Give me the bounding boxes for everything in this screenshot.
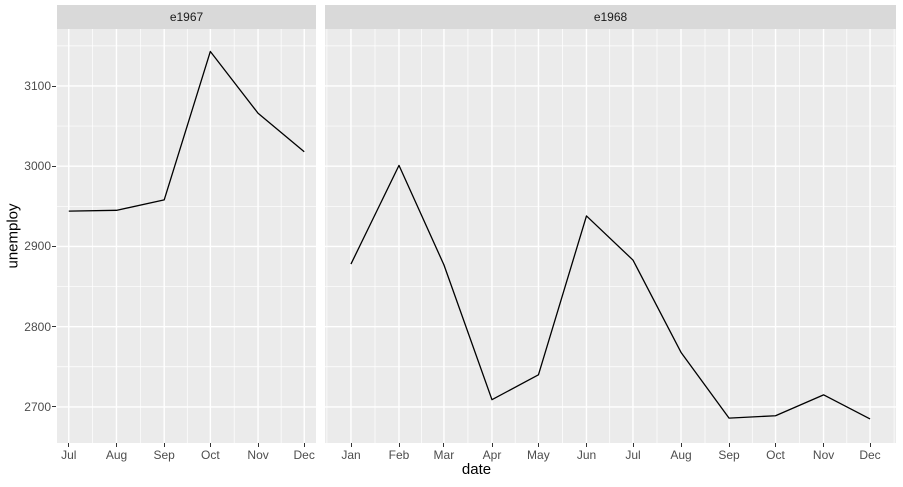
x-tick-label: Oct — [201, 448, 220, 462]
x-tick-mark — [537, 443, 539, 447]
facet-strip-e1967: e1967 — [57, 5, 316, 29]
x-tick-label: Nov — [812, 448, 835, 462]
x-tick-mark — [680, 443, 682, 447]
y-tick-mark — [52, 406, 56, 408]
x-tick-mark — [775, 443, 776, 447]
x-tick-mark — [350, 443, 352, 447]
x-tick-label: Oct — [766, 448, 785, 462]
x-tick-label: May — [527, 448, 550, 462]
line-series — [68, 50, 305, 212]
x-tick-mark — [443, 443, 445, 447]
x-tick-label: Feb — [388, 448, 410, 462]
facet-strip-label: e1968 — [593, 10, 628, 24]
y-axis-title: unemploy — [4, 203, 22, 269]
y-tick-label: 2700 — [24, 399, 51, 414]
x-tick-mark — [209, 443, 211, 447]
y-tick-label: 3000 — [24, 159, 51, 174]
x-tick-label: Jan — [341, 448, 361, 462]
facet-strip-label: e1967 — [169, 10, 204, 24]
x-tick-label: Jul — [625, 448, 641, 462]
x-tick-mark — [68, 443, 70, 447]
x-tick-label: Sep — [718, 448, 740, 462]
x-axis-title: date — [461, 461, 492, 478]
x-tick-label: Apr — [482, 448, 502, 462]
facet-panel-e1967 — [57, 29, 316, 443]
x-tick-mark — [632, 443, 634, 447]
x-tick-mark — [303, 443, 305, 447]
y-tick-label: 2800 — [24, 319, 51, 334]
y-tick-mark — [52, 245, 56, 247]
x-tick-label: Aug — [670, 448, 692, 462]
x-tick-mark — [823, 443, 825, 447]
y-tick-label: 2900 — [24, 239, 51, 254]
x-tick-label: Jun — [576, 448, 597, 462]
facet-panel-e1968 — [325, 29, 896, 443]
y-tick-label: 3100 — [24, 79, 51, 93]
x-tick-label: Dec — [293, 448, 315, 462]
x-tick-label: Mar — [433, 448, 455, 462]
facet-strip-e1968: e1968 — [325, 5, 896, 29]
y-tick-mark — [52, 85, 56, 87]
x-tick-mark — [586, 443, 587, 447]
y-tick-mark — [52, 326, 56, 328]
x-tick-label: Aug — [105, 448, 128, 462]
x-tick-mark — [869, 443, 871, 447]
line-series — [350, 164, 871, 420]
x-tick-mark — [491, 443, 493, 447]
x-tick-mark — [728, 443, 730, 447]
x-tick-mark — [163, 443, 165, 447]
y-tick-mark — [52, 165, 56, 167]
x-tick-label: Sep — [153, 448, 175, 462]
x-tick-mark — [398, 443, 400, 447]
x-tick-label: Jul — [61, 448, 77, 462]
x-tick-label: Nov — [247, 448, 269, 462]
x-tick-mark — [257, 443, 259, 447]
x-tick-label: Dec — [859, 448, 881, 462]
x-tick-mark — [116, 443, 117, 447]
